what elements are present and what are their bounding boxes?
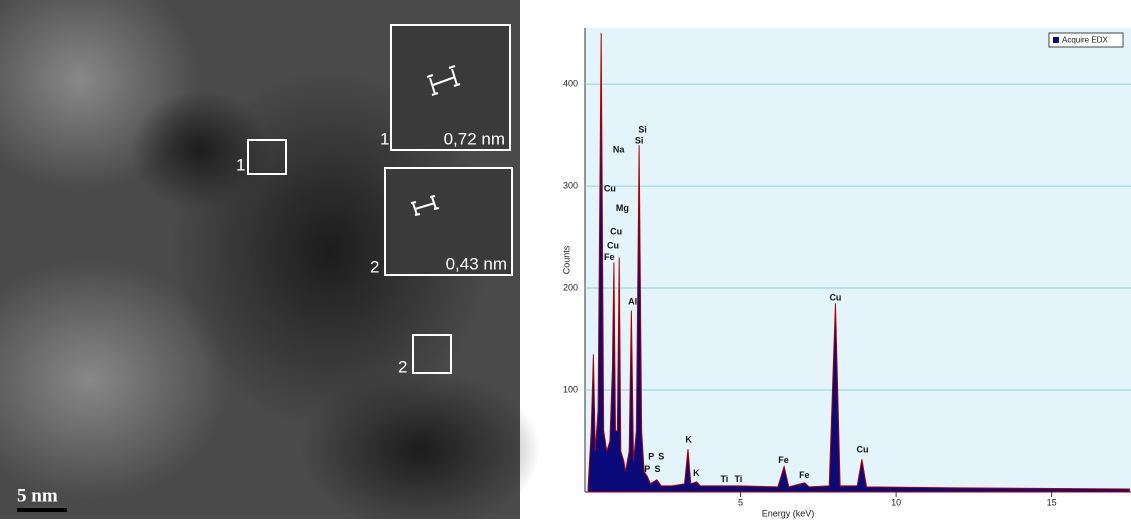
region-box — [247, 139, 287, 175]
region-label: 1 — [236, 155, 245, 174]
inset — [390, 24, 511, 151]
legend-box — [1048, 32, 1124, 48]
inset — [384, 167, 513, 276]
y-tick-label: 300 — [563, 180, 578, 190]
spectrum — [587, 33, 1130, 493]
y-axis-title: Counts — [561, 245, 571, 274]
texture — [300, 370, 540, 524]
x-tick-label: 5 — [738, 497, 743, 507]
inset-label: 1 — [380, 129, 389, 148]
peak-label: Si — [638, 124, 647, 134]
peak-label: P — [644, 464, 650, 474]
peak-label: S — [658, 452, 664, 462]
peak-label: Si — [635, 136, 644, 146]
peak-label: S — [654, 464, 660, 474]
peak-label: Cu — [829, 293, 841, 303]
texture — [0, 260, 230, 500]
peak-label: Cu — [610, 226, 622, 236]
plot-area — [585, 28, 1131, 492]
peak-label: Ti — [720, 474, 728, 484]
x-tick-label: 10 — [891, 497, 901, 507]
x-tick-label: 15 — [1047, 497, 1057, 507]
inset-scale: 0,43 nm — [446, 254, 507, 273]
inset-label: 2 — [370, 257, 379, 276]
peak-label: Cu — [607, 241, 619, 251]
peak-label: Na — [613, 145, 625, 155]
y-tick-label: 100 — [563, 384, 578, 394]
scale-bar — [17, 508, 67, 512]
peak-label: Cu — [604, 184, 616, 194]
edx-chart: Energy (keV) Counts 100 200 300 400 5 10 15 Si S… — [561, 28, 1131, 518]
inset-scale: 0,72 nm — [444, 129, 505, 148]
x-axis-title: Energy (keV) — [762, 508, 815, 518]
peak-label: Al — [628, 297, 637, 307]
texture — [130, 90, 270, 210]
tem-image: 1 2 1 0,72 nm 2 0,43 nm 5 nm — [0, 0, 540, 524]
peak-label: K — [693, 468, 700, 478]
peak-label: Cu — [857, 445, 869, 455]
scale-bar-label: 5 nm — [17, 485, 58, 506]
peak-label: Fe — [799, 470, 810, 480]
y-tick-label: 400 — [563, 78, 578, 88]
region-label: 2 — [398, 357, 407, 376]
peak-label: Mg — [616, 203, 629, 213]
peak-label: Fe — [778, 455, 789, 465]
spacing-marker — [426, 65, 461, 96]
peak-label: K — [685, 434, 692, 444]
y-tick-label: 200 — [563, 282, 578, 292]
peak-label: Ti — [734, 474, 742, 484]
legend-label: Acquire EDX — [1062, 36, 1108, 45]
peak-label: Fe — [604, 252, 615, 262]
peak-label: P — [648, 452, 654, 462]
spacing-marker — [410, 195, 440, 216]
region-box — [412, 334, 452, 374]
legend-swatch — [1053, 37, 1059, 43]
